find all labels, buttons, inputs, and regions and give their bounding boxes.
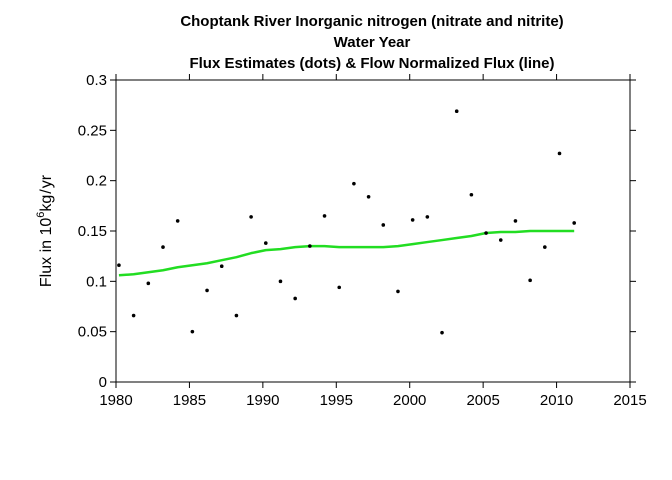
y-axis-label-slash: / — [38, 189, 55, 194]
chart-title-line-2: Water Year — [334, 34, 411, 51]
flux-estimate-point — [117, 263, 121, 268]
flux-estimate-point — [425, 215, 430, 219]
x-tick-label: 1980 — [99, 392, 132, 409]
x-tick-label: 2000 — [393, 392, 426, 409]
flux-estimate-point — [263, 241, 268, 245]
flux-estimate-point — [454, 109, 459, 114]
y-axis-label-unit-numerator: kg — [38, 195, 55, 212]
flux-estimate-point — [352, 181, 356, 186]
x-tick-label: 2015 — [613, 392, 646, 409]
flux-estimate-point — [249, 215, 253, 219]
flux-estimate-point — [234, 313, 239, 318]
y-tick-label: 0.25 — [78, 122, 107, 139]
y-tick-label: 0.3 — [86, 72, 107, 89]
flux-estimate-point — [161, 245, 165, 249]
x-tick-label: 2010 — [540, 392, 573, 409]
flux-estimate-point — [410, 218, 415, 222]
flux-estimate-point — [293, 296, 297, 301]
y-axis-label-unit-denominator: yr — [38, 174, 55, 188]
y-tick-label: 0.05 — [78, 324, 107, 341]
x-tick-label: 1995 — [320, 392, 353, 409]
flux-estimate-point — [440, 330, 444, 335]
chart-title-line-3: Flux Estimates (dots) & Flow Normalized … — [189, 55, 554, 72]
y-axis: 0 0.05 0.1 0.15 0.2 0.25 0.3 — [78, 72, 636, 391]
flux-estimate-point — [528, 278, 532, 283]
y-tick-label: 0.15 — [78, 223, 107, 240]
flux-estimate-point — [366, 194, 371, 199]
flux-estimate-point — [572, 221, 576, 225]
flux-estimate-point — [175, 219, 180, 223]
series-layer — [117, 109, 576, 335]
flux-estimate-point — [396, 289, 400, 294]
y-tick-label: 0 — [99, 374, 107, 391]
y-axis-label-exponent: 6 — [35, 212, 47, 218]
flux-estimate-point — [322, 214, 327, 218]
flux-estimate-point — [278, 279, 283, 284]
chart-title-line-1: Choptank River Inorganic nitrogen (nitra… — [180, 13, 563, 30]
y-tick-label: 0.1 — [86, 273, 107, 290]
y-axis-label: Flux in 106kg/yr — [35, 174, 55, 287]
flux-estimate-point — [131, 313, 136, 318]
x-tick-label: 1985 — [173, 392, 206, 409]
flux-estimate-point — [146, 281, 151, 286]
y-axis-label-prefix: Flux in 10 — [38, 218, 55, 287]
flux-estimate-point — [205, 288, 209, 293]
x-tick-label: 1990 — [246, 392, 279, 409]
flux-estimate-point — [543, 245, 547, 249]
flux-estimate-point — [513, 219, 518, 223]
flux-estimate-point — [337, 285, 342, 290]
flux-estimate-point — [484, 231, 488, 235]
x-tick-label: 2005 — [466, 392, 499, 409]
flux-estimate-point — [498, 238, 503, 242]
flux-estimate-point — [219, 264, 224, 269]
flux-estimate-point — [308, 244, 312, 248]
flux-estimate-point — [557, 151, 562, 156]
x-axis: 1980 1985 1990 1995 2000 2005 2010 2015 — [99, 74, 647, 409]
flow-normalized-flux-line — [118, 229, 575, 277]
flux-estimate-point — [190, 329, 195, 334]
y-tick-label: 0.2 — [86, 173, 107, 190]
flux-estimate-point — [381, 223, 386, 227]
flux-estimate-point — [469, 192, 474, 197]
